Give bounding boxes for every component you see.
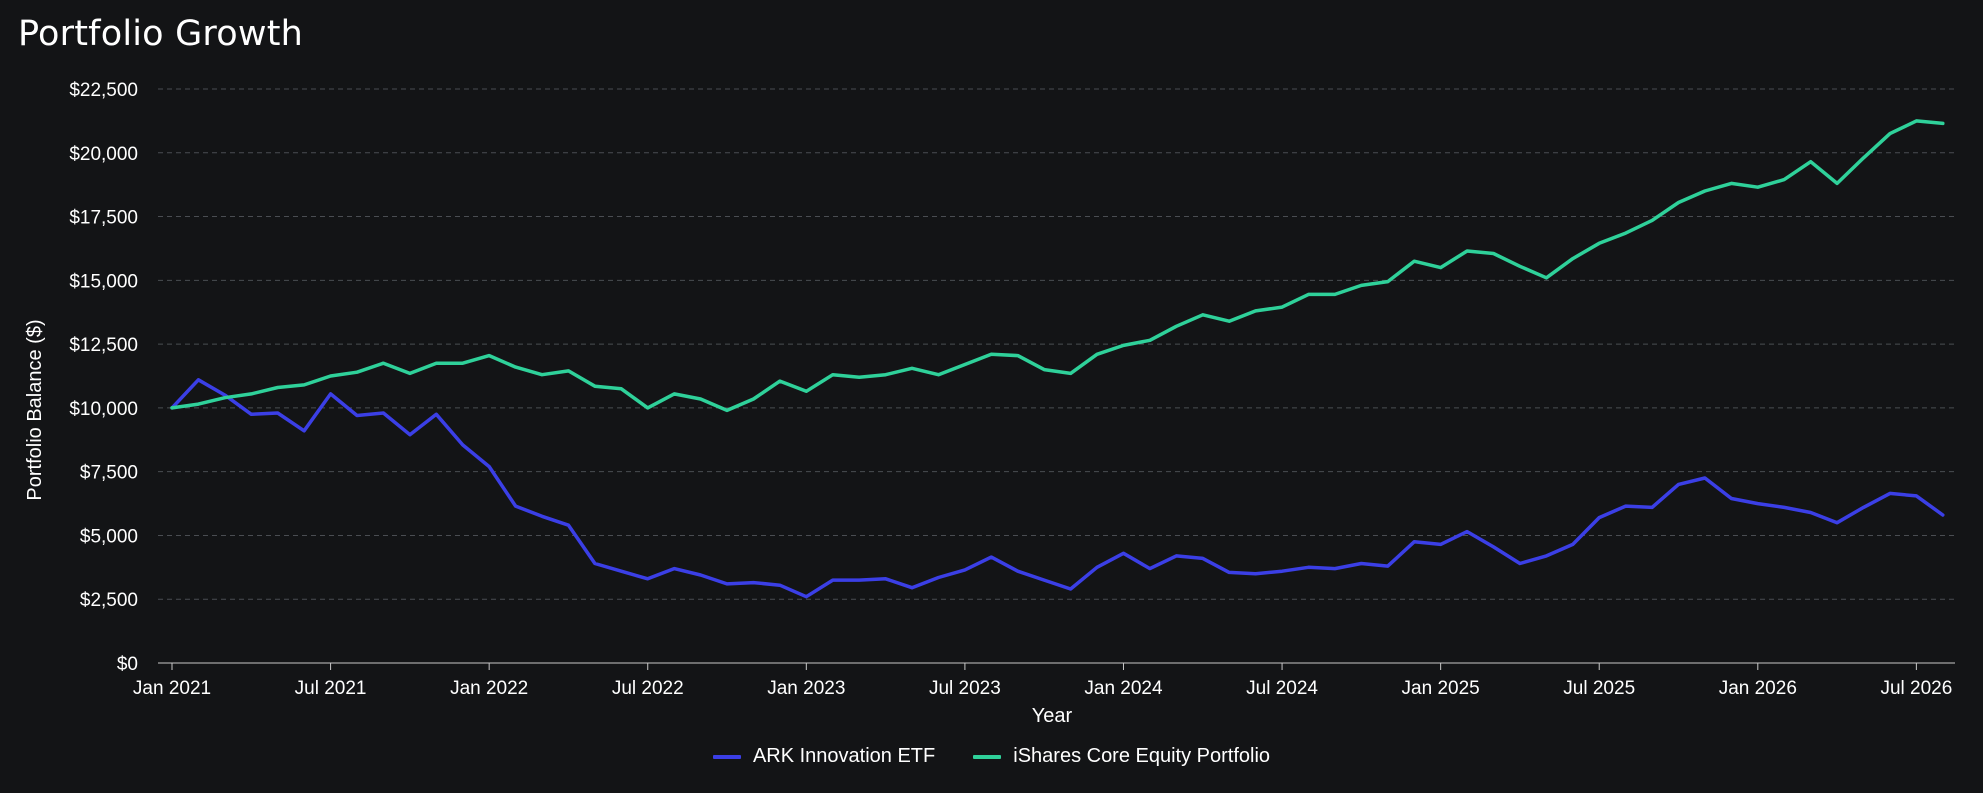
y-tick-label: $17,500 [69,208,138,229]
gridlines [158,88,1955,600]
y-tick-label: $10,000 [69,399,138,420]
x-axis-label: Year [1032,705,1073,727]
x-tick-label: Jul 2022 [612,678,684,699]
legend-swatch-ark [712,754,741,759]
y-tick-label: $0 [117,654,138,675]
y-tick-label: $2,500 [80,590,138,611]
legend-swatch-ishares [973,754,1002,759]
legend-label-ark: ARK Innovation ETF [752,745,936,767]
x-axis: Jan 2021 Jul 2021 Jan 2022 Jul 2022 Jan 2023… [133,662,1955,699]
series-line-ishares[interactable] [170,119,1945,413]
chart-title: Portfolio Growth [18,14,303,54]
y-tick-label: $15,000 [69,271,138,292]
x-tick-label: Jan 2021 [133,678,211,699]
series-line-ark[interactable] [170,378,1945,599]
x-tick-label: Jul 2023 [929,678,1001,699]
y-axis-label: Portfolio Balance ($) [24,319,46,500]
y-tick-label: $22,500 [69,80,138,101]
x-tick-label: Jan 2026 [1719,678,1797,699]
series-lines [170,119,1945,599]
x-tick-label: Jan 2025 [1402,678,1480,699]
legend-label-ishares: iShares Core Equity Portfolio [1013,745,1271,767]
x-tick-label: Jan 2024 [1084,678,1163,699]
legend-item-ark[interactable]: ARK Innovation ETF [712,745,936,768]
legend: ARK Innovation ETF iShares Core Equity P… [0,745,1983,768]
x-tick-label: Jul 2025 [1563,678,1635,699]
x-tick-label: Jan 2023 [767,678,845,699]
x-tick-label: Jul 2024 [1246,678,1318,699]
y-tick-label: $7,500 [80,463,138,484]
x-tick-label: Jul 2026 [1880,678,1952,699]
x-tick-label: Jul 2021 [295,678,367,699]
y-tick-label: $20,000 [69,144,138,165]
y-tick-label: $12,500 [69,335,138,356]
y-tick-label: $5,000 [80,526,138,547]
x-tick-label: Jan 2022 [450,678,528,699]
legend-item-ishares[interactable]: iShares Core Equity Portfolio [973,745,1270,768]
y-axis-ticks: $0 $2,500 $5,000 $7,500 $10,000 $12,500 $15,00… [69,80,138,675]
